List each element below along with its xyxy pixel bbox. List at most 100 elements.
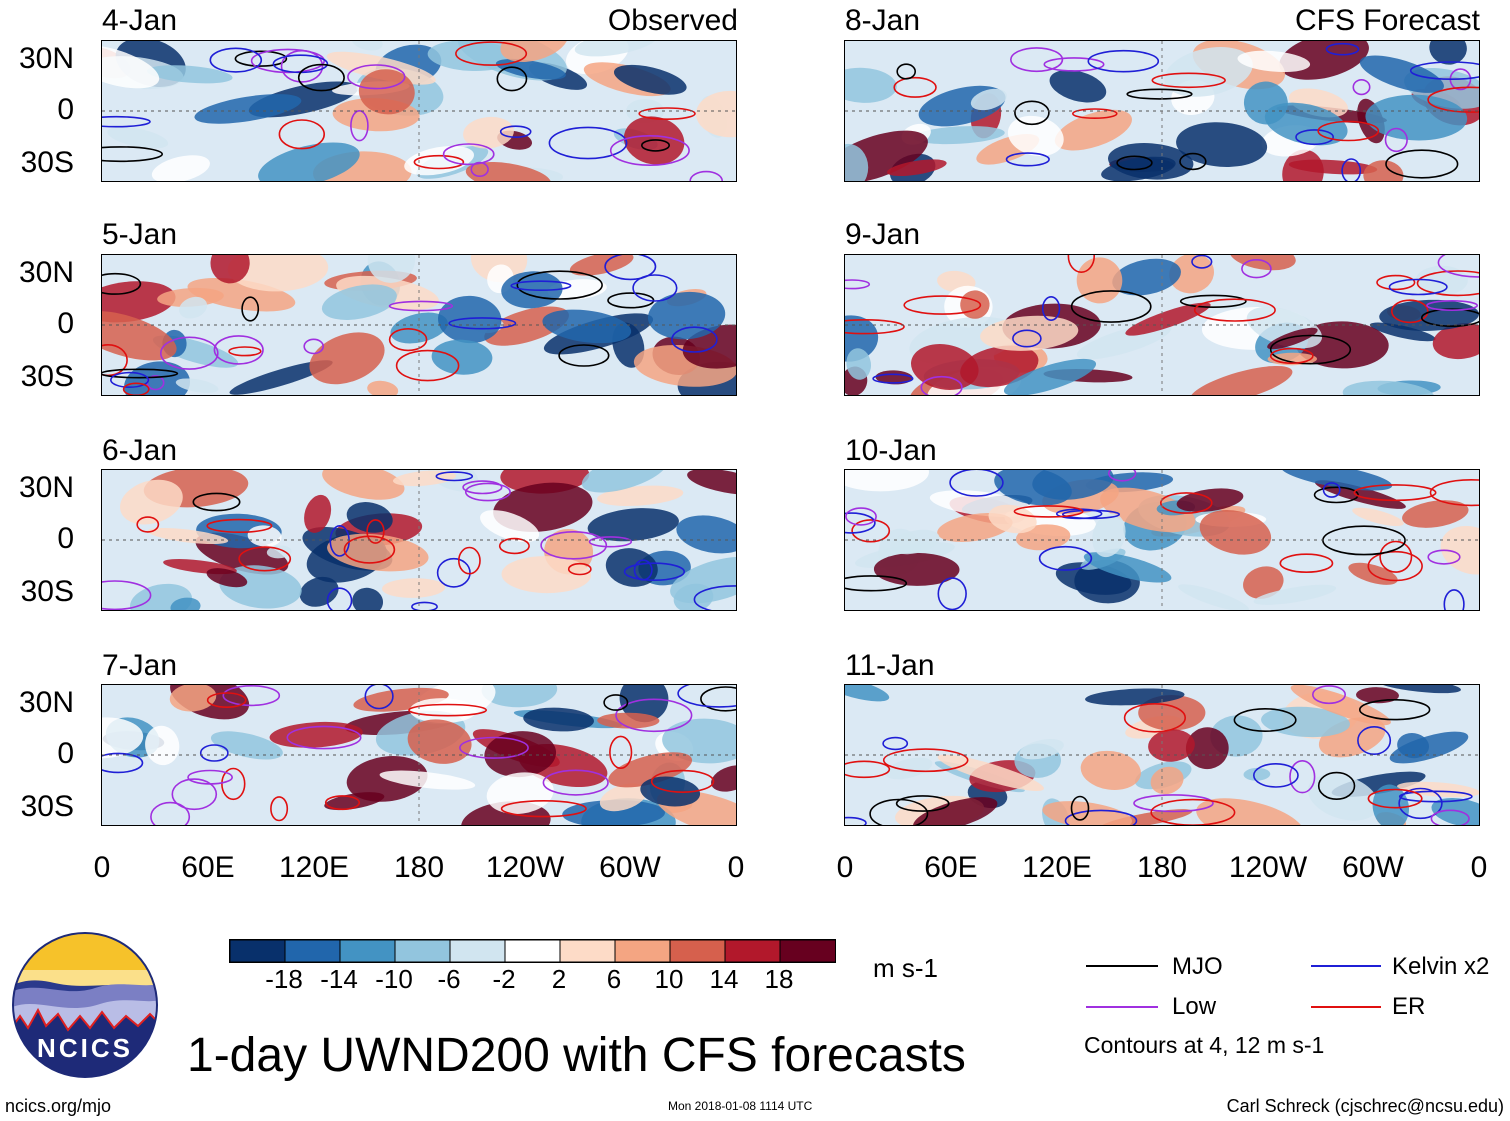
contour-line [1352,78,1371,96]
anomaly-blob [120,479,183,525]
panel-date-left-2: 5-Jan [102,218,178,251]
anomaly-blob [1429,41,1467,65]
anomaly-blob [157,287,224,307]
contour-line [442,143,495,166]
anomaly-blob [1199,510,1272,555]
contour-line [937,577,967,610]
anomaly-blob [845,685,890,702]
contour-line [171,778,218,811]
anomaly-blob [1125,302,1211,336]
contour-line [411,601,438,610]
anomaly-blob [587,508,679,542]
anomaly-blob [988,504,1037,534]
anomaly-blob [597,712,660,729]
contour-line [150,801,191,825]
colorbar-swatch [284,939,341,963]
anomaly-blob [470,255,528,283]
anomaly-blob [1164,46,1253,97]
contour-line [102,272,142,295]
anomaly-blob [885,757,933,780]
contour-line [1064,809,1138,825]
anomaly-blob [1288,159,1378,175]
contour-line [110,371,150,388]
anomaly-blob [501,556,592,594]
anomaly-blob [711,765,736,792]
anomaly-blob [845,67,897,103]
contour-line [250,48,325,74]
anomaly-blob [227,255,329,292]
panel-date-left-3: 6-Jan [102,434,178,467]
anomaly-field [845,685,1479,825]
anomaly-blob [358,69,415,115]
contour-line [1295,129,1335,146]
legend-line-kelvin [1311,965,1381,967]
contour-line [693,585,736,610]
legend-label-er: ER [1392,993,1426,1020]
contour-line [1193,298,1276,322]
contour-line [845,760,891,779]
anomaly-blob [662,718,736,764]
anomaly-blob [1369,322,1436,342]
anomaly-blob [266,545,292,559]
lon-label-0: 0 [93,851,111,884]
contour-line [221,767,246,801]
anomaly-blob [346,502,393,533]
contour-line [1269,334,1352,365]
contour-line [1289,759,1316,794]
map-panel-right-4 [844,684,1480,826]
legend-line-low [1086,1006,1158,1008]
contour-line [1325,42,1360,56]
website-link[interactable]: ncics.org/mjo [5,1096,112,1116]
contour-line [1233,707,1297,732]
contour-line [1043,57,1105,72]
anomaly-blob [1169,255,1214,294]
contour-line [1070,795,1090,821]
colorbar-tick-label: -2 [492,964,516,994]
anomaly-blob [1365,94,1468,141]
lat-label-eq: 0 [57,307,74,340]
contour-line [192,492,241,512]
anomaly-blob [123,361,191,395]
anomaly-blob [500,41,569,62]
contour-line [896,63,917,80]
panel-date-right-1: 8-Jan [845,4,921,37]
contour-line [1108,470,1137,482]
contour-line [498,537,530,555]
anomaly-field [102,255,736,395]
contour-line [1013,505,1084,518]
contour-line [464,482,511,502]
anomaly-blob [309,332,385,385]
contour-line [510,280,572,292]
anomaly-blob [147,65,233,84]
anomaly-blob [970,88,1007,111]
contour-line [1429,479,1479,507]
anomaly-blob [327,533,429,572]
credit: Carl Schreck (cjschrec@ncsu.edu) [1226,1096,1504,1116]
contour-line [1367,788,1423,809]
map-panel-right-1 [844,40,1480,182]
contour-line [567,562,592,576]
contour-line [1426,299,1479,311]
anomaly-blob [407,719,472,764]
lon-label-120e: 120E [1021,851,1093,884]
contour-line [1427,549,1461,565]
contour-line [558,344,610,367]
anomaly-blob [486,772,554,815]
colorbar-tick-label: 2 [551,964,567,994]
contour-line [920,375,963,395]
contour-line [280,49,324,83]
panel-date-right-4: 11-Jan [845,649,935,682]
anomaly-blob [1253,584,1337,605]
contour-line [1317,120,1380,142]
lat-label-eq: 0 [57,522,74,555]
contour-line [1322,482,1341,498]
anomaly-blob [1243,81,1288,125]
anomaly-blob [258,142,360,181]
contour-line [588,536,633,548]
lon-label-120w: 120W [1228,851,1308,884]
anomaly-blob [465,161,552,181]
anomaly-blob [1432,323,1479,360]
anomaly-field [102,41,736,181]
map-panel-right-2 [844,254,1480,396]
anomaly-blob [886,159,947,177]
